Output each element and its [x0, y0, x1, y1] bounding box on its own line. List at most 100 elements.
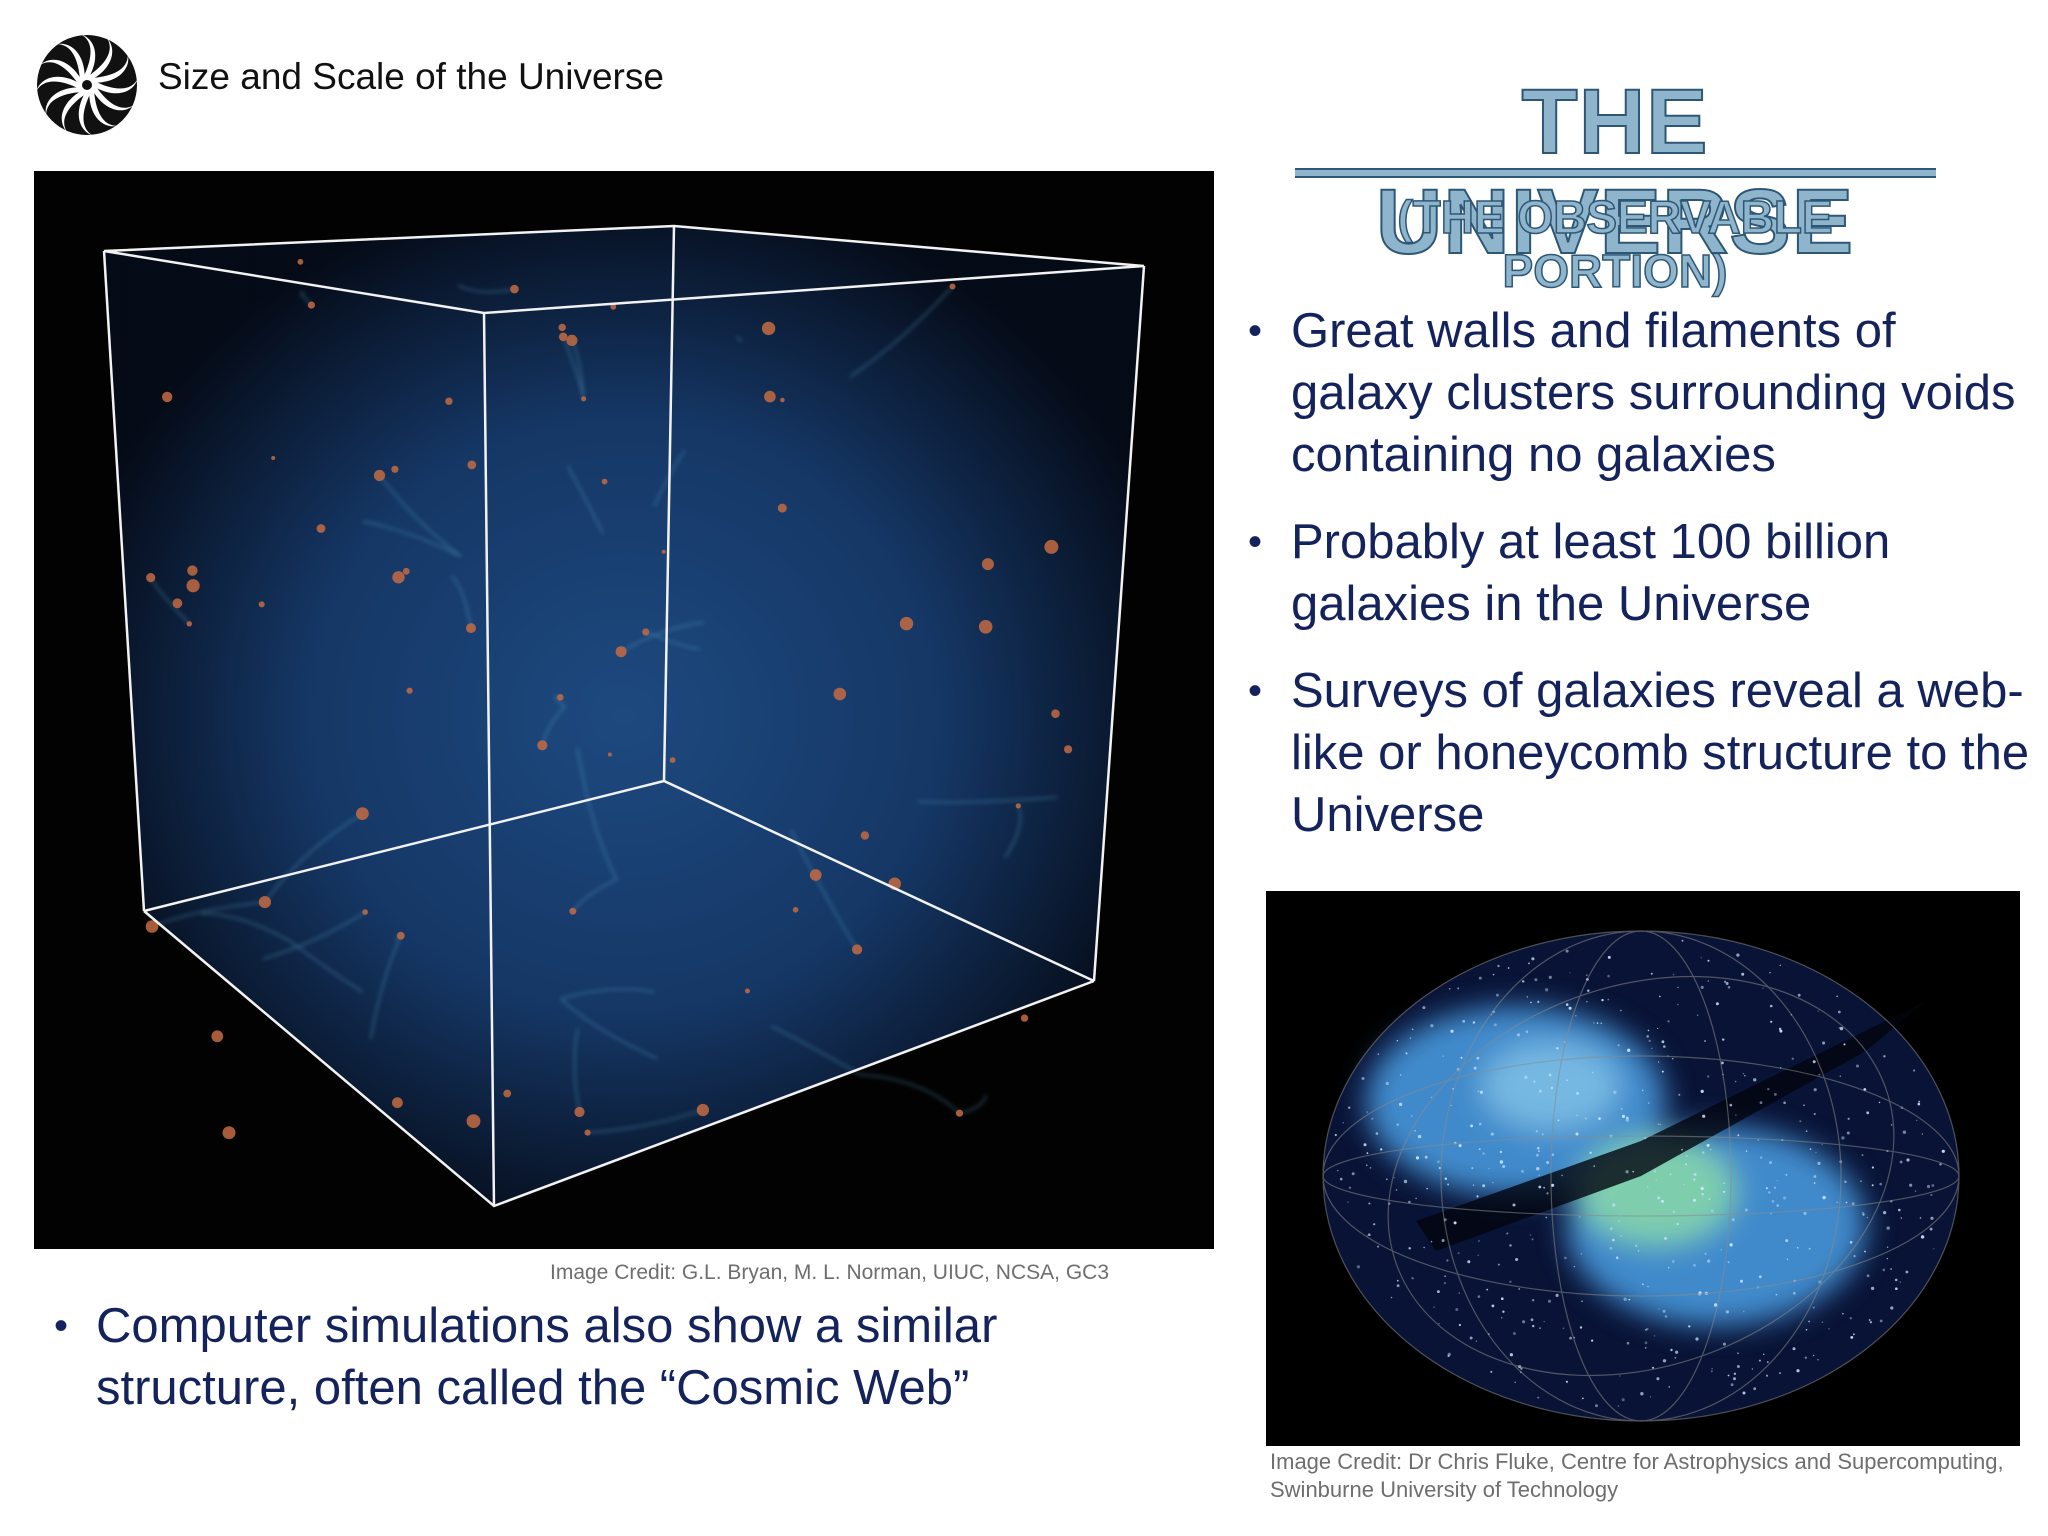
galaxy-point [1405, 1052, 1408, 1055]
filament [587, 1109, 704, 1134]
galaxy-point [1850, 1336, 1854, 1339]
galaxy-point [1347, 1201, 1349, 1203]
galaxy-cluster-node [780, 397, 785, 403]
galaxy-cluster-node [503, 1089, 512, 1098]
galaxy-point [1531, 957, 1535, 961]
galaxy-point [1655, 1179, 1657, 1181]
galaxy-point [1478, 1122, 1482, 1126]
galaxy-point [1883, 1211, 1887, 1215]
bullet-item: Surveys of galaxies reveal a web-like or… [1246, 660, 2046, 846]
galaxy-point [1396, 1284, 1400, 1288]
galaxy-point [1813, 1112, 1816, 1116]
galaxy-point [1647, 1285, 1649, 1288]
galaxy-point [1678, 1093, 1681, 1096]
galaxy-cluster-node [1044, 539, 1059, 554]
galaxy-point [1467, 1260, 1471, 1264]
galaxy-cluster-node [761, 321, 776, 336]
galaxy-point [1550, 1086, 1554, 1090]
galaxy-point [1812, 1060, 1816, 1064]
galaxy-point [1620, 1235, 1622, 1237]
galaxy-point [1447, 1183, 1450, 1186]
galaxy-point [1808, 1247, 1811, 1250]
galaxy-point [1742, 1073, 1745, 1075]
galaxy-cluster-node [584, 1129, 591, 1136]
galaxy-point [1491, 1304, 1495, 1308]
galaxy-point [1769, 971, 1771, 974]
galaxy-point [1817, 1010, 1819, 1012]
cosmic-web-simulation-image [34, 171, 1214, 1249]
galaxy-point [1778, 1027, 1782, 1031]
galaxy-point [1767, 1361, 1769, 1363]
galaxy-point [1393, 1177, 1395, 1179]
galaxy-point [1555, 1293, 1559, 1297]
galaxy-point [1509, 1353, 1513, 1357]
galaxy-point [1612, 1203, 1616, 1207]
galaxy-cluster-node [661, 549, 666, 554]
galaxy-point [1722, 1038, 1725, 1041]
galaxy-point [1609, 1227, 1613, 1231]
galaxy-point [1623, 1297, 1627, 1301]
galaxy-point [1371, 1117, 1374, 1120]
galaxy-point [1933, 1248, 1935, 1250]
swirl-arm [89, 89, 118, 127]
galaxy-point [1758, 1359, 1761, 1362]
galaxy-point [1647, 1029, 1650, 1032]
galaxy-point [1536, 1167, 1540, 1171]
galaxy-point [1663, 1045, 1666, 1048]
galaxy-point [1395, 1189, 1398, 1191]
galaxy-point [1700, 985, 1704, 989]
galaxy-point [1776, 1204, 1779, 1207]
galaxy-point [1361, 1077, 1365, 1080]
galaxy-point [1860, 1180, 1862, 1183]
galaxy-point [1847, 1117, 1850, 1120]
galaxy-point [1473, 1066, 1477, 1070]
galaxy-point [1478, 1148, 1481, 1151]
galaxy-point [1530, 1001, 1532, 1004]
galaxy-point [1644, 1341, 1648, 1345]
filament [653, 450, 686, 507]
galaxy-point [1522, 980, 1525, 983]
galaxy-point [1864, 1250, 1866, 1253]
galaxy-point [1905, 1270, 1909, 1274]
galaxy-point [1899, 1281, 1902, 1283]
galaxy-point [1396, 1123, 1399, 1126]
galaxy-point [1501, 1317, 1503, 1319]
galaxy-point [1672, 1260, 1675, 1263]
galaxy-point [1837, 1010, 1841, 1014]
galaxy-point [1844, 1180, 1847, 1183]
galaxy-point [1348, 1186, 1352, 1189]
galaxy-point [1591, 1071, 1594, 1074]
galaxy-cluster-node [307, 301, 315, 309]
galaxy-point [1462, 1019, 1466, 1023]
bottom-bullet-list: Computer simulations also show a similar… [50, 1295, 1130, 1419]
galaxy-point [1515, 1258, 1519, 1261]
galaxy-point [1528, 962, 1530, 965]
galaxy-cluster-node [642, 628, 650, 636]
galaxy-point [1822, 1195, 1826, 1200]
galaxy-point [1644, 1347, 1647, 1349]
galaxy-cluster-node [607, 752, 612, 757]
galaxy-point [1442, 1055, 1444, 1057]
galaxy-point [1457, 1252, 1460, 1255]
galaxy-point [1430, 1240, 1433, 1243]
galaxy-point [1652, 1366, 1654, 1369]
galaxy-point [1586, 1001, 1588, 1003]
galaxy-cluster-node [145, 920, 159, 933]
galaxy-point [1497, 1263, 1500, 1266]
galaxy-point [1626, 1341, 1630, 1345]
galaxy-point [1783, 1196, 1787, 1200]
filament [566, 465, 604, 534]
galaxy-point [1733, 1372, 1737, 1375]
galaxy-point [1914, 1190, 1917, 1192]
galaxy-cluster-node [172, 598, 183, 609]
cosmic-web-image-credit: Image Credit: G.L. Bryan, M. L. Norman, … [550, 1261, 1109, 1284]
galaxy-point [1531, 1238, 1534, 1241]
galaxy-point [1619, 1375, 1621, 1377]
galaxy-point [1444, 1275, 1446, 1278]
galaxy-point [1600, 1022, 1603, 1025]
galaxy-point [1733, 1377, 1736, 1381]
galaxy-point [1568, 1006, 1572, 1010]
galaxy-point [1770, 1020, 1773, 1023]
filament [790, 829, 858, 950]
bullet-item: Computer simulations also show a similar… [50, 1295, 1130, 1419]
